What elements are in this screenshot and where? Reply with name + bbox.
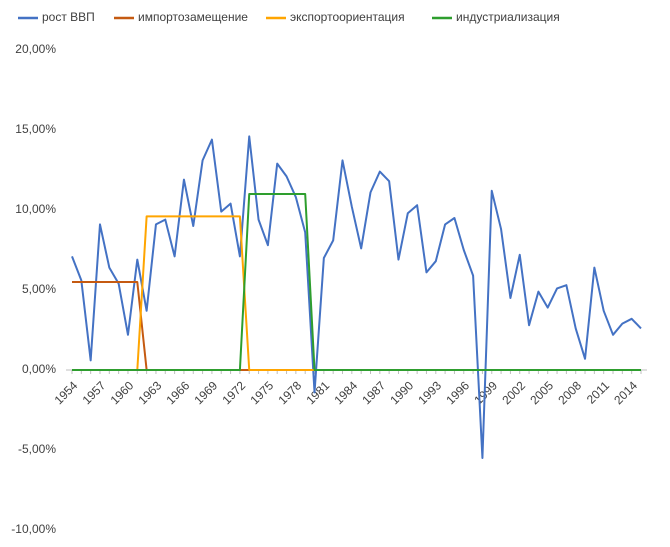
y-tick-label: 0,00% [22,362,56,376]
legend-label: экспортоориентация [290,10,405,24]
y-tick-label: 10,00% [15,202,56,216]
series-line [72,193,641,371]
series-line [71,135,642,459]
series-line [72,281,641,371]
x-tick-label: 1972 [219,378,248,407]
x-tick-label: 1996 [443,378,472,407]
x-tick-label: 2014 [611,378,640,407]
x-tick-label: 1954 [52,378,81,407]
x-tick-label: 1975 [247,378,276,407]
x-tick-label: 1957 [80,378,109,407]
x-tick-label: 1987 [359,378,388,407]
x-tick-label: 1990 [387,378,416,407]
x-tick-label: 1969 [192,378,221,407]
x-tick-label: 1984 [331,378,360,407]
x-tick-label: 2005 [527,378,556,407]
y-tick-label: -10,00% [11,522,56,536]
y-tick-label: 20,00% [15,42,56,56]
x-tick-label: 1966 [164,378,193,407]
y-tick-label: 5,00% [22,282,56,296]
x-tick-label: 1993 [415,378,444,407]
x-tick-label: 2008 [555,378,584,407]
x-tick-label: 2011 [584,378,612,406]
y-tick-label: -5,00% [18,442,56,456]
legend-label: импортозамещение [138,10,248,24]
x-tick-label: 2002 [499,378,528,407]
x-tick-label: 1963 [136,378,165,407]
y-tick-label: 15,00% [15,122,56,136]
x-tick-label: 1978 [275,378,304,407]
legend-label: рост ВВП [42,10,95,24]
legend-label: индустриализация [456,10,560,24]
x-tick-label: 1960 [108,378,137,407]
x-tick-label: 1981 [303,378,332,407]
